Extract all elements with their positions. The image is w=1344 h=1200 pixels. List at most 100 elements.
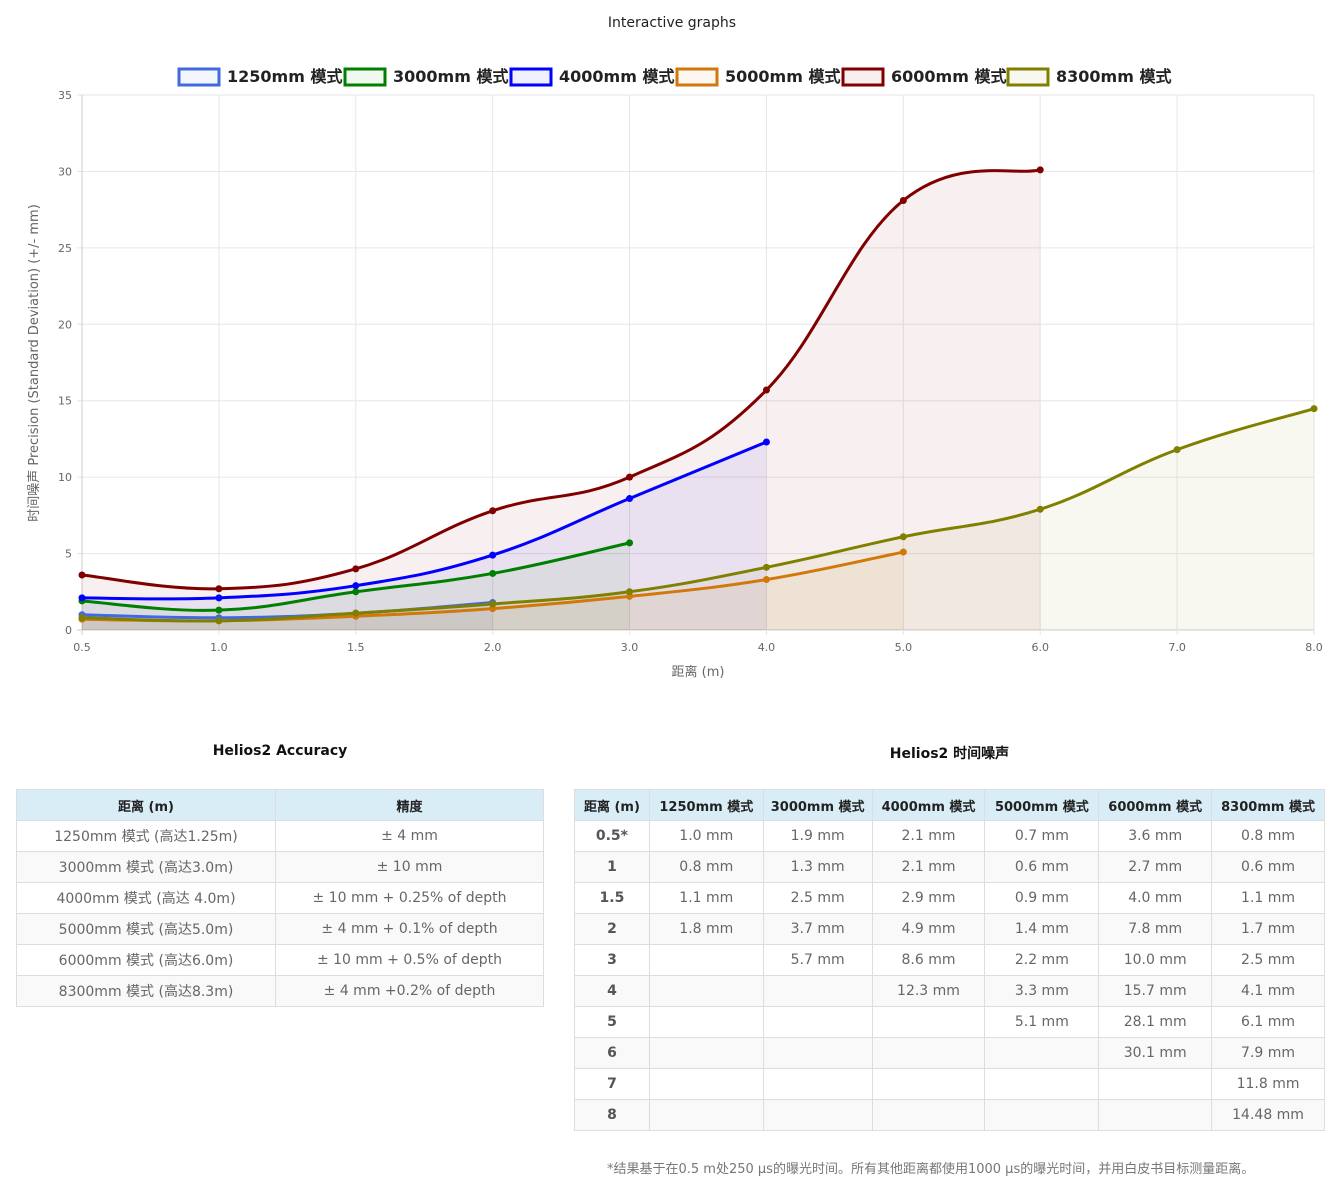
table-cell: 8 [574,1099,650,1131]
table-cell: 2.1 mm [871,851,986,883]
data-point [762,386,770,394]
table-cell [984,1068,1100,1100]
table-row: 0.5* 1.0 mm 1.9 mm 2.1 mm 0.7 mm 3.6 mm 0.8 mm [574,820,1325,852]
data-point [352,609,360,617]
data-point [489,569,497,577]
column-header: 距离 (m) [574,789,650,821]
x-tick-label: 7.0 [1168,641,1186,654]
data-point [626,588,634,596]
table-cell [762,1037,873,1069]
table-cell [984,1099,1100,1131]
table-row: 1 0.8 mm 1.3 mm 2.1 mm 0.6 mm 2.7 mm 0.6 mm [574,851,1325,883]
table-cell: 11.8 mm [1211,1068,1325,1100]
table-cell: 3000mm 模式 (高达3.0m) [16,851,276,883]
table-cell: 15.7 mm [1098,975,1213,1007]
table-cell: 14.48 mm [1211,1099,1325,1131]
y-tick-label: 5 [65,548,72,561]
table-cell: 1.7 mm [1211,913,1325,945]
x-tick-label: 1.0 [210,641,228,654]
data-point [352,565,360,573]
series-area [82,408,1314,630]
legend-swatch [675,67,719,87]
table-cell: 5.7 mm [762,944,873,976]
table-cell: 1 [574,851,650,883]
table-cell: 1.4 mm [984,913,1100,945]
data-point [1173,446,1181,454]
y-tick-label: 35 [58,89,72,102]
series-area [82,602,493,630]
data-point [215,585,223,593]
table-cell: 0.7 mm [984,820,1100,852]
x-tick-label: 3.0 [621,641,639,654]
table-row: 7 11.8 mm [574,1068,1325,1100]
table-cell: 7.8 mm [1098,913,1213,945]
precision-line-chart: 0 5 10 15 20 25 30 35 0.5 1.0 1.5 2.0 3.0 4.0 5.0 6.0 7.… [27,67,1323,680]
x-tick-label: 4.0 [758,641,776,654]
legend-label: 4000mm 模式 [559,67,674,86]
table-row: 6 30.1 mm 7.9 mm [574,1037,1325,1069]
table-cell: 6 [574,1037,650,1069]
table-cell: 0.6 mm [984,851,1100,883]
column-header: 8300mm 模式 [1211,789,1325,821]
data-point [1036,505,1044,513]
table-cell: ± 4 mm + 0.1% of depth [275,913,544,945]
data-point [1310,405,1318,413]
table-cell: 3 [574,944,650,976]
series-area [82,441,767,630]
table-row: 1250mm 模式 (高达1.25m) ± 4 mm [16,820,544,852]
accuracy-table: 距离 (m) 精度 1250mm 模式 (高达1.25m) ± 4 mm 3000m… [16,789,544,1007]
legend-swatch [1006,67,1050,87]
table-cell: 8300mm 模式 (高达8.3m) [16,975,276,1007]
table-row: 8 14.48 mm [574,1099,1325,1131]
y-tick-label: 25 [58,242,72,255]
table-cell: 1.9 mm [762,820,873,852]
table-row: 4 12.3 mm 3.3 mm 15.7 mm 4.1 mm [574,975,1325,1007]
table-cell [648,1099,764,1131]
table-cell: 7.9 mm [1211,1037,1325,1069]
table-cell [762,975,873,1007]
data-point [78,614,86,622]
table-cell [648,1006,764,1038]
table-cell [984,1037,1100,1069]
series-line [81,407,1315,623]
legend-label: 8300mm 模式 [1056,67,1171,86]
table-cell: 0.9 mm [984,882,1100,914]
table-cell: 4000mm 模式 (高达 4.0m) [16,882,276,914]
legend-swatch [343,67,387,87]
table-row: 5 5.1 mm 28.1 mm 6.1 mm [574,1006,1325,1038]
noise-table: 距离 (m) 1250mm 模式 3000mm 模式 4000mm 模式 5000mm … [574,789,1325,1131]
column-header: 6000mm 模式 [1098,789,1213,821]
series-area [82,169,1041,630]
table-cell: 1250mm 模式 (高达1.25m) [16,820,276,852]
y-tick-label: 15 [58,395,72,408]
table-cell [871,1037,986,1069]
table-cell: 1.1 mm [648,882,764,914]
table-row: 4000mm 模式 (高达 4.0m) ± 10 mm + 0.25% of de… [16,882,544,914]
table-cell: 4.1 mm [1211,975,1325,1007]
column-header: 距离 (m) [16,789,276,821]
data-point [762,576,770,584]
data-point [352,582,360,590]
legend-swatch [509,67,553,87]
table-cell: 0.5* [574,820,650,852]
series-area [82,552,904,630]
y-axis-label: 时间噪声 Precision (Standard Deviation) (+/-… [27,204,42,522]
table-cell: 0.6 mm [1211,851,1325,883]
table-cell: 6.1 mm [1211,1006,1325,1038]
legend-label: 3000mm 模式 [393,67,508,86]
legend-label: 6000mm 模式 [891,67,1006,86]
table-cell: 4.9 mm [871,913,986,945]
series-line [81,440,768,601]
data-point [626,473,634,481]
x-tick-label: 6.0 [1031,641,1049,654]
table-cell: 1.5 [574,882,650,914]
table-cell [1098,1099,1213,1131]
table-cell: 1.0 mm [648,820,764,852]
table-cell: 5 [574,1006,650,1038]
table-cell: 5.1 mm [984,1006,1100,1038]
data-point [1036,166,1044,174]
table-cell: 2.2 mm [984,944,1100,976]
y-tick-label: 20 [58,318,72,331]
table-cell: 1.8 mm [648,913,764,945]
table-cell: 6000mm 模式 (高达6.0m) [16,944,276,976]
